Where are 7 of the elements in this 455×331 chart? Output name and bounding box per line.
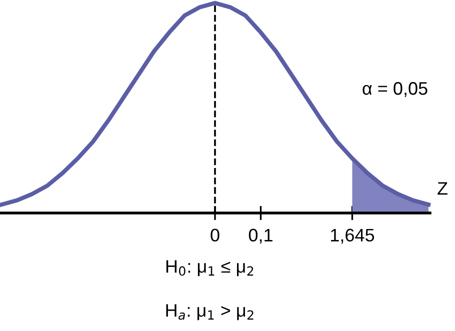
x-tick-label: 0,1 [248, 228, 272, 244]
text: H$_{0}$: μ$_{1}$ ≤ μ$_{2}$ [166, 260, 254, 276]
x-axis-title: Z [438, 182, 448, 195]
annotation: α = 0,05 [362, 82, 428, 97]
x-tick-label: 1,645 [331, 228, 374, 244]
x-tick-label: 0 [210, 228, 220, 242]
text: H$_{a}$: μ$_{1}$ > μ$_{2}$ [166, 304, 254, 320]
